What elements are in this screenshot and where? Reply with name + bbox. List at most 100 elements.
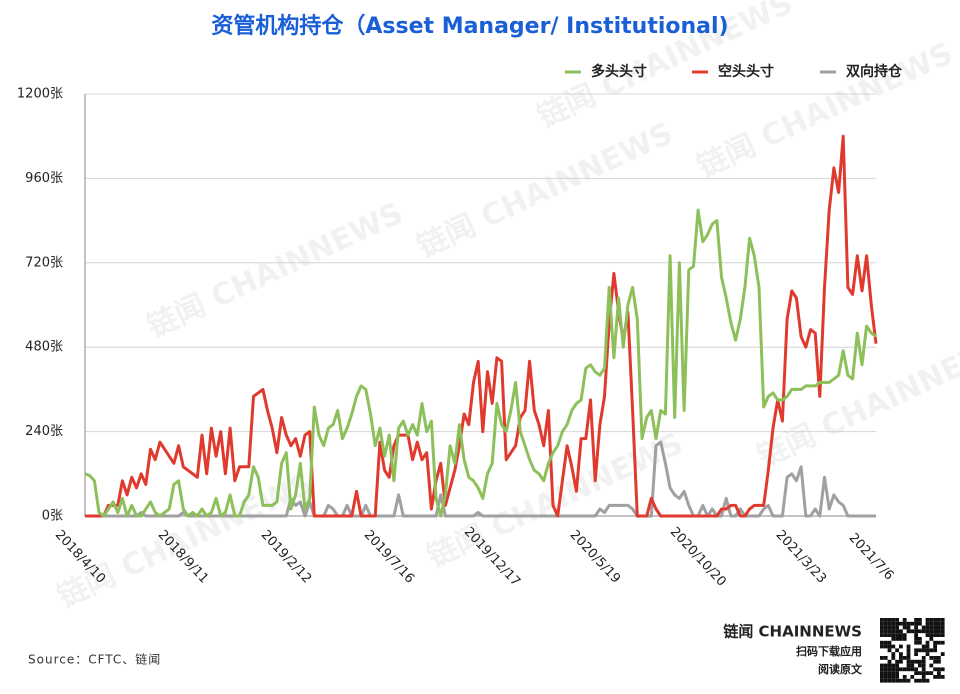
qr-cell — [940, 621, 945, 626]
qr-cell — [914, 621, 918, 626]
qr-cell — [899, 637, 903, 641]
qr-cell — [933, 667, 937, 672]
qr-cell — [891, 644, 896, 649]
qr-cell — [899, 621, 903, 626]
qr-cell — [895, 659, 899, 664]
qr-cell — [887, 644, 892, 649]
qr-cell — [937, 618, 941, 622]
qr-cell — [891, 633, 896, 637]
qr-cell — [914, 671, 918, 675]
qr-cell — [887, 675, 892, 679]
qr-cell — [887, 678, 892, 683]
qr-cell — [925, 633, 930, 637]
qr-cell — [937, 671, 941, 675]
qr-cell — [906, 667, 911, 672]
qr-cell — [918, 678, 922, 683]
qr-cell — [902, 667, 907, 672]
qr-cell — [921, 644, 926, 649]
qr-cell — [880, 625, 884, 630]
qr-cell — [910, 621, 915, 626]
legend-label: 多头头寸 — [591, 63, 647, 80]
qr-cell — [940, 667, 945, 672]
qr-cell — [880, 663, 884, 668]
qr-cell — [902, 633, 907, 637]
qr-cell — [883, 644, 888, 649]
qr-cell — [883, 667, 888, 672]
qr-cell — [880, 675, 884, 679]
qr-cell — [895, 678, 899, 683]
qr-cell — [899, 678, 903, 683]
qr-cell — [918, 671, 922, 675]
qr-cell — [940, 633, 945, 637]
qr-cell — [929, 648, 934, 653]
legend-label: 空头头寸 — [718, 63, 774, 80]
x-tick-label: 2021/7/6 — [846, 531, 897, 584]
series-line — [85, 134, 878, 518]
qr-cell — [883, 625, 888, 630]
qr-cell — [940, 640, 945, 645]
qr-cell — [895, 667, 899, 672]
qr-cell — [902, 621, 907, 626]
qr-cell — [883, 629, 888, 634]
qr-cell — [940, 629, 945, 634]
qr-cell — [933, 659, 937, 664]
qr-cell — [937, 675, 941, 679]
qr-cell — [925, 644, 930, 649]
qr-cell — [891, 637, 896, 641]
qr-cell — [906, 621, 911, 626]
qr-cell — [880, 640, 884, 645]
qr-cell — [933, 621, 937, 626]
qr-cell — [899, 629, 903, 634]
qr-cell — [914, 625, 918, 630]
qr-cell — [902, 678, 907, 683]
qr-cell — [895, 663, 899, 668]
qr-cell — [918, 663, 922, 668]
qr-cell — [887, 671, 892, 675]
y-tick-label: 1200张 — [17, 87, 63, 102]
qr-cell — [914, 618, 918, 622]
qr-cell — [891, 625, 896, 630]
qr-cell — [929, 663, 934, 668]
qr-cell — [891, 629, 896, 634]
qr-cell — [906, 629, 911, 634]
qr-cell — [937, 625, 941, 630]
qr-cell — [914, 667, 918, 672]
qr-cell — [937, 640, 941, 645]
qr-cell — [883, 633, 888, 637]
qr-cell — [880, 633, 884, 637]
qr-cell — [906, 648, 911, 653]
qr-cell — [937, 667, 941, 672]
qr-cell — [895, 671, 899, 675]
qr-cell — [929, 621, 934, 626]
qr-cell — [880, 667, 884, 672]
qr-cell — [899, 659, 903, 664]
qr-cell — [891, 667, 896, 672]
qr-cell — [925, 640, 930, 645]
qr-cell — [906, 644, 911, 649]
qr-cell — [918, 618, 922, 622]
qr-cell — [925, 671, 930, 675]
qr-cell — [899, 644, 903, 649]
qr-cell — [887, 640, 892, 645]
x-tick-label: 2019/2/12 — [258, 528, 314, 587]
qr-cell — [887, 633, 892, 637]
qr-cell — [933, 644, 937, 649]
qr-cell — [940, 625, 945, 630]
brand: 链闻 CHAINNEWS — [723, 623, 862, 641]
qr-cell — [937, 633, 941, 637]
qr-cell — [933, 675, 937, 679]
qr-cell — [921, 678, 926, 683]
qr-cell — [883, 618, 888, 622]
qr-cell — [921, 656, 926, 660]
qr-cell — [918, 621, 922, 626]
qr-cell — [902, 656, 907, 660]
qr-cell — [933, 648, 937, 653]
qr-cell — [929, 637, 934, 641]
qr-cell — [902, 625, 907, 630]
qr-cell — [933, 656, 937, 660]
qr-cell — [880, 671, 884, 675]
qr-cell — [895, 618, 899, 622]
qr-cell — [933, 618, 937, 622]
qr-cell — [933, 629, 937, 634]
